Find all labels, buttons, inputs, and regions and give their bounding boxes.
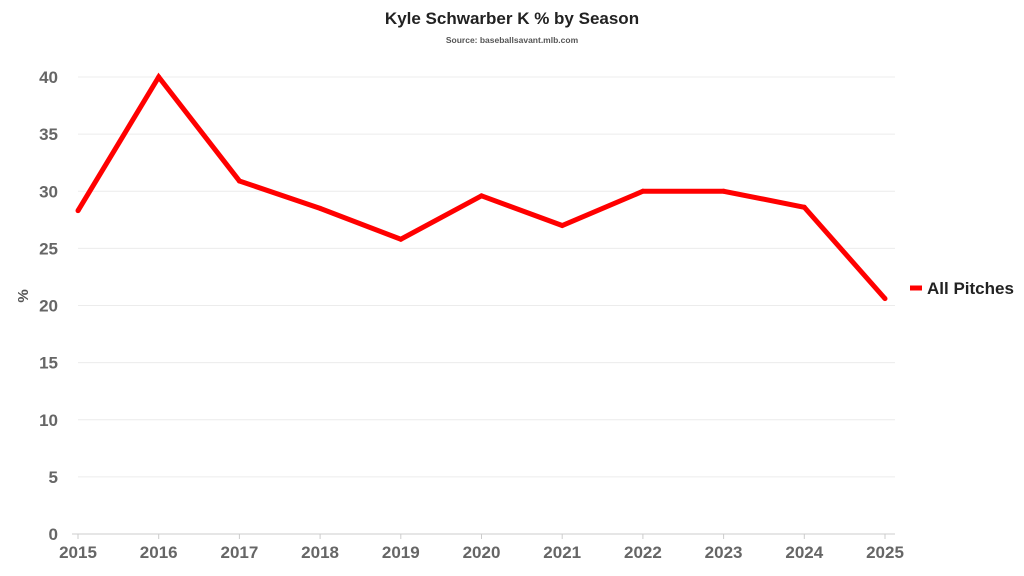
y-axis-label: % <box>15 289 32 302</box>
legend[interactable]: All Pitches <box>910 279 1014 298</box>
y-tick-label: 0 <box>49 525 58 544</box>
x-tick-label: 2019 <box>382 543 420 562</box>
gridlines <box>78 76 895 478</box>
data-point[interactable] <box>317 205 323 211</box>
data-point[interactable] <box>398 236 404 242</box>
series-layer <box>75 72 888 302</box>
legend-label: All Pitches <box>927 279 1014 298</box>
y-tick-label: 40 <box>39 68 58 87</box>
data-point[interactable] <box>882 296 888 302</box>
x-tick-label: 2023 <box>705 543 743 562</box>
x-tick-label: 2021 <box>543 543 581 562</box>
x-tick-label: 2020 <box>463 543 501 562</box>
data-point[interactable] <box>559 223 565 229</box>
x-tick-label: 2015 <box>59 543 97 562</box>
chart-title: Kyle Schwarber K % by Season <box>385 9 639 28</box>
x-tick-label: 2017 <box>220 543 258 562</box>
x-tick-label: 2024 <box>785 543 823 562</box>
chart-subtitle: Source: baseballsavant.mlb.com <box>446 35 579 45</box>
series-line-all-pitches[interactable] <box>75 72 887 301</box>
data-point[interactable] <box>801 204 807 210</box>
y-tick-label: 25 <box>39 239 58 258</box>
data-point[interactable] <box>236 178 242 184</box>
data-point[interactable] <box>721 188 727 194</box>
data-point[interactable] <box>156 74 162 80</box>
y-tick-label: 20 <box>39 297 58 316</box>
x-tick-label: 2016 <box>140 543 178 562</box>
x-tick-label: 2018 <box>301 543 339 562</box>
data-point[interactable] <box>75 208 81 214</box>
data-point[interactable] <box>479 193 484 199</box>
data-point[interactable] <box>640 188 646 194</box>
y-tick-label: 35 <box>39 125 58 144</box>
y-tick-label: 5 <box>49 468 58 487</box>
y-tick-label: 15 <box>39 354 58 373</box>
y-tick-label: 10 <box>39 411 58 430</box>
y-tick-label: 30 <box>39 182 58 201</box>
x-tick-label: 2022 <box>624 543 662 562</box>
x-tick-label: 2025 <box>866 543 904 562</box>
